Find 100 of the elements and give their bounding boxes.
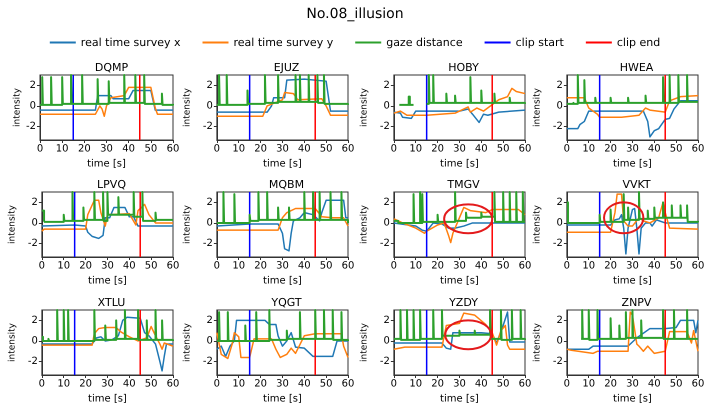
line-series (39, 90, 174, 111)
line-series (41, 200, 174, 232)
x-tick-label: 10 (56, 144, 69, 154)
y-axis-title: intensity (532, 87, 542, 128)
x-tick-label: 30 (453, 144, 466, 154)
line-series (41, 316, 174, 372)
y-tick-label: -2 (380, 121, 390, 132)
y-tick-label: -2 (202, 121, 213, 132)
y-tick-label: 2 (206, 80, 213, 91)
y-tick-label: 0 (383, 217, 390, 228)
x-tick-label: 60 (342, 144, 354, 154)
x-tick-label: 40 (474, 260, 488, 272)
y-tick-label: 2 (30, 80, 36, 91)
x-tick-label: 60 (692, 260, 704, 272)
x-tick-label: 60 (692, 144, 704, 154)
line-series (393, 206, 526, 244)
x-tick-label: 40 (474, 378, 488, 390)
text: No.08_illusion (305, 6, 405, 22)
y-tick-label: 2 (31, 314, 38, 326)
line-series (566, 320, 699, 350)
y-axis-title: intensity (360, 204, 370, 244)
x-tick-label: 20 (254, 144, 267, 154)
x-tick-label: 10 (232, 144, 246, 154)
x-tick-label: 10 (409, 378, 422, 390)
y-tick-label: -2 (202, 238, 213, 250)
y-tick-label: 2 (383, 196, 390, 208)
x-tick-label: 50 (320, 260, 333, 272)
line-series (566, 193, 699, 233)
y-tick-label: 0 (383, 335, 390, 346)
x-tick-label: 0 (564, 144, 570, 154)
y-axis-title: intensity (360, 87, 370, 128)
line-series (41, 206, 174, 240)
x-tick-label: 50 (496, 378, 510, 390)
x-tick-label: 20 (78, 144, 91, 154)
x-tick-label: 10 (57, 378, 70, 390)
legend-label: clip start (516, 36, 565, 49)
x-tick-label: 50 (670, 144, 683, 154)
x-tick-label: 0 (564, 260, 570, 272)
y-tick-label: -2 (380, 238, 390, 250)
y-tick-label: -2 (28, 238, 38, 250)
x-tick-label: 20 (431, 144, 444, 154)
y-axis-title: intensity (8, 204, 18, 244)
y-tick-label: 2 (383, 314, 390, 326)
x-tick-label: 60 (342, 260, 354, 272)
y-tick-label: 0 (31, 335, 38, 346)
x-tick-label: 30 (626, 378, 639, 390)
line-series (393, 88, 526, 116)
y-tick-label: 0 (206, 217, 213, 228)
chart-title: XTLU (98, 296, 126, 309)
x-tick-label: 0 (214, 144, 220, 154)
x-tick-label: 30 (101, 260, 114, 272)
x-tick-label: 50 (144, 260, 158, 272)
y-tick-label: 0 (383, 100, 390, 112)
x-tick-label: 60 (342, 378, 354, 390)
line-series (216, 320, 349, 358)
chart-title: DQMP (94, 61, 128, 74)
y-tick-label: 0 (30, 100, 36, 112)
x-tick-label: 0 (214, 260, 220, 272)
line-series (39, 86, 174, 118)
chart-title: YZDY (448, 296, 478, 309)
x-tick-label: 40 (474, 144, 488, 154)
x-tick-label: 0 (564, 378, 570, 390)
x-tick-label: 10 (409, 260, 422, 272)
x-tick-label: 60 (166, 378, 180, 390)
x-tick-label: 40 (648, 144, 661, 154)
y-tick-label: -2 (380, 356, 390, 368)
x-tick-label: 40 (298, 260, 311, 272)
legend-label: gaze distance (386, 36, 463, 49)
x-axis-title: time [s] (613, 276, 652, 286)
x-axis-title: time [s] (263, 394, 302, 403)
line-series (566, 311, 699, 354)
x-tick-label: 10 (582, 378, 596, 390)
y-tick-label: -2 (552, 356, 563, 368)
y-tick-label: 2 (383, 80, 390, 91)
line-series (216, 78, 349, 113)
y-tick-label: -2 (552, 238, 563, 250)
x-tick-label: 30 (276, 378, 289, 390)
x-tick-label: 60 (518, 260, 532, 272)
x-tick-label: 30 (453, 378, 466, 390)
x-axis-title: time [s] (88, 394, 127, 403)
x-axis-title: time [s] (88, 276, 127, 286)
x-tick-label: 10 (582, 144, 596, 154)
x-tick-label: 30 (453, 260, 466, 272)
line-series (216, 200, 349, 252)
chart-title: MQBM (268, 178, 304, 191)
y-tick-label: 0 (31, 217, 38, 228)
x-tick-label: 60 (518, 144, 532, 154)
x-tick-label: 50 (320, 144, 333, 154)
x-tick-label: 30 (276, 144, 289, 154)
x-tick-label: 30 (100, 144, 113, 154)
x-tick-label: 20 (254, 260, 267, 272)
x-tick-label: 50 (670, 378, 683, 390)
line-series (216, 208, 349, 231)
chart-title: EJUZ (274, 61, 300, 74)
chart-title: LPVQ (97, 178, 126, 191)
x-axis-title: time [s] (440, 394, 479, 403)
chart-title: HWEA (620, 61, 654, 74)
x-tick-label: 0 (38, 260, 46, 272)
x-axis-title: time [s] (613, 394, 652, 403)
y-axis-title: intensity (532, 204, 542, 244)
